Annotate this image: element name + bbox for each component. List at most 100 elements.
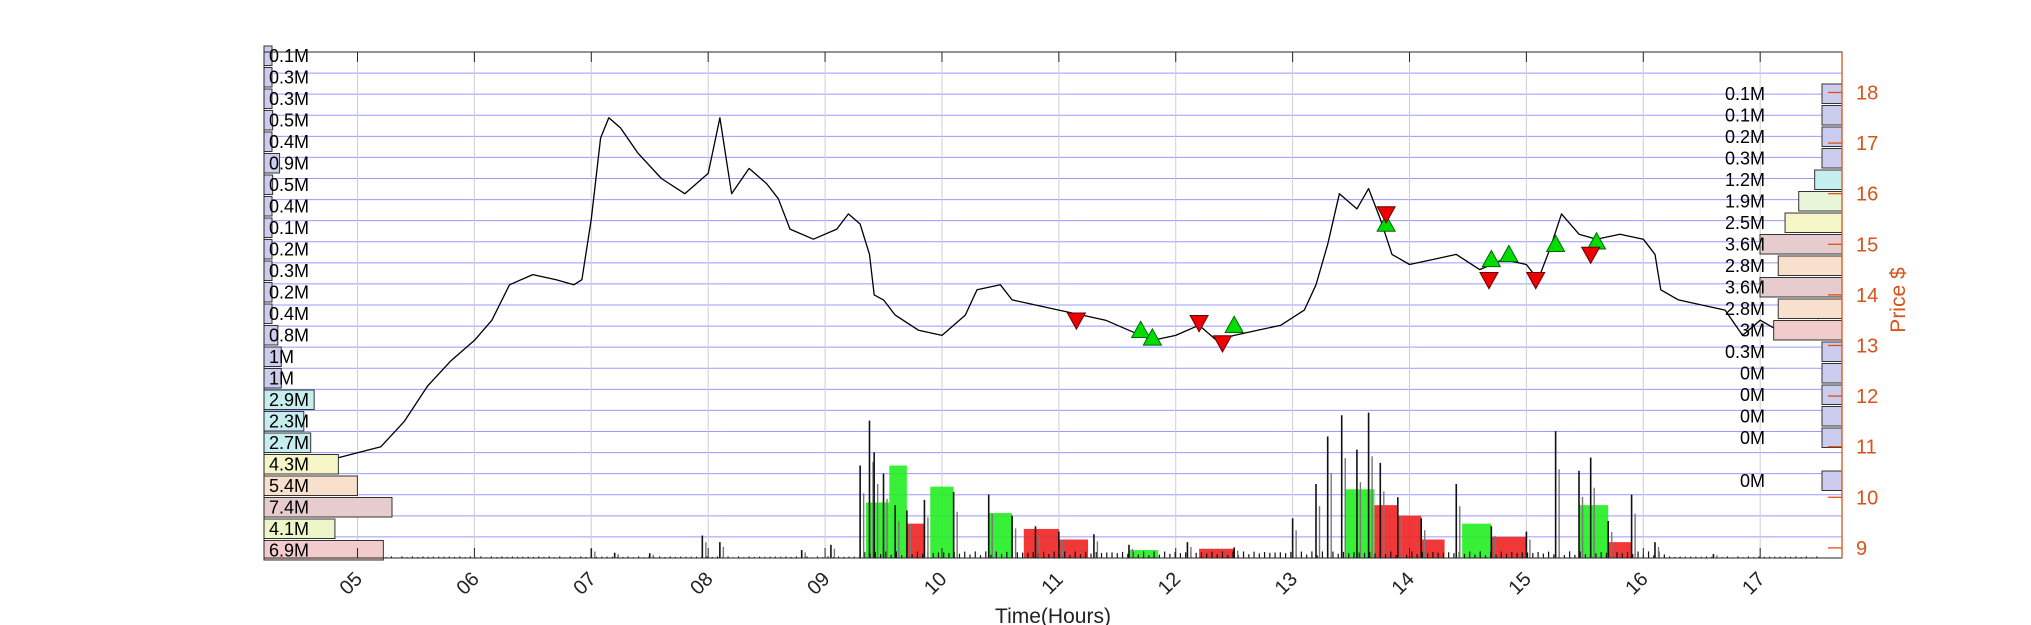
volume-block <box>1199 548 1235 558</box>
profile-label-left: 6.9M <box>269 541 309 561</box>
profile-label-right: 0M <box>1740 385 1765 405</box>
profile-label-right: 0M <box>1740 471 1765 491</box>
profile-bar-right <box>1821 148 1843 169</box>
volume-block <box>988 513 1013 558</box>
profile-label-right: 2.8M <box>1725 256 1765 276</box>
y-tick-label: 11 <box>1856 437 1877 459</box>
y-axis-label: Price $ <box>1887 267 1910 333</box>
trade-markers <box>1066 206 1607 353</box>
profile-label-right: 0.3M <box>1725 342 1765 362</box>
y-tick-label: 16 <box>1856 184 1878 206</box>
profile-label-right: 2.8M <box>1725 299 1765 319</box>
volume-block <box>930 486 954 558</box>
profile-label-right: 3M <box>1740 321 1765 341</box>
x-tick-label: 06 <box>453 568 484 599</box>
profile-label-right: 0.2M <box>1725 127 1765 147</box>
profile-label-left: 7.4M <box>269 498 309 518</box>
x-tick-label: 10 <box>920 568 951 599</box>
volume-bars <box>275 412 1818 558</box>
y-tick-label: 10 <box>1856 487 1878 509</box>
profile-label-left: 2.7M <box>269 433 309 453</box>
profile-bar-right <box>1798 191 1843 212</box>
x-tick-label: 14 <box>1388 568 1419 599</box>
volume-block <box>1397 515 1422 558</box>
buy-marker <box>1130 320 1151 338</box>
profile-bar-right <box>1821 363 1843 384</box>
profile-bar-right <box>1821 105 1843 126</box>
profile-bar-right <box>1784 212 1843 233</box>
profile-label-left: 4.3M <box>269 455 309 475</box>
profile-label-right: 1.2M <box>1725 170 1765 190</box>
profile-label-left: 0.1M <box>269 46 309 66</box>
x-tick-label: 08 <box>686 568 717 599</box>
x-tick-label: 09 <box>803 568 834 599</box>
x-tick-label: 16 <box>1621 568 1652 599</box>
profile-label-left: 0.5M <box>269 111 309 131</box>
profile-label-left: 1M <box>269 347 294 367</box>
buy-marker <box>1224 315 1245 333</box>
profile-label-left: 0.8M <box>269 326 309 346</box>
x-tick-label: 15 <box>1505 568 1536 599</box>
volume-block <box>1058 539 1089 558</box>
profile-bar-right <box>1821 83 1843 104</box>
volume-block <box>1491 536 1527 558</box>
profile-bar-right <box>1773 320 1843 341</box>
x-tick-label: 07 <box>569 568 600 599</box>
profile-bar-right <box>1777 298 1843 319</box>
x-tick-label: 17 <box>1738 568 1769 599</box>
profile-label-right: 1.9M <box>1725 192 1765 212</box>
profile-label-left: 0.3M <box>269 68 309 88</box>
volume-block <box>889 465 907 558</box>
y-tick-label: 13 <box>1856 335 1878 357</box>
buy-marker <box>1545 234 1566 252</box>
x-tick-label: 11 <box>1037 569 1067 599</box>
profile-label-left: 0.2M <box>269 240 309 260</box>
profile-label-right: 0M <box>1740 428 1765 448</box>
x-axis-label: Time(Hours) <box>995 605 1111 625</box>
y-tick-label: 9 <box>1856 538 1867 560</box>
profile-label-left: 1M <box>269 369 294 389</box>
y-tick-label: 14 <box>1856 285 1878 307</box>
volume-block <box>1374 505 1398 558</box>
y-tick-label: 15 <box>1856 234 1878 256</box>
profile-bar-right <box>1759 277 1843 298</box>
profile-label-left: 2.9M <box>269 390 309 410</box>
profile-label-left: 0.3M <box>269 261 309 281</box>
volume-profile: 0.1M0.3M0.3M0.5M0.4M0.9M0.5M0.4M0.1M0.2M… <box>263 45 1843 561</box>
profile-label-right: 0.1M <box>1725 106 1765 126</box>
profile-label-right: 3.6M <box>1725 235 1765 255</box>
y-tick-label: 17 <box>1856 133 1878 155</box>
profile-bar-right <box>1821 384 1843 405</box>
sell-marker <box>1376 206 1396 224</box>
x-tick-label: 12 <box>1154 568 1185 599</box>
volume-block <box>1608 542 1632 558</box>
profile-label-left: 0.4M <box>269 304 309 324</box>
profile-bar-right <box>1821 427 1843 448</box>
sell-marker <box>1066 312 1087 331</box>
profile-label-left: 0.5M <box>269 175 309 195</box>
x-tick-label: 05 <box>336 568 367 599</box>
profile-bar-right <box>1821 406 1843 427</box>
profile-bar-right <box>1777 255 1843 276</box>
profile-label-left: 5.4M <box>269 476 309 496</box>
profile-label-left: 4.1M <box>269 519 309 539</box>
profile-label-left: 0.1M <box>269 218 309 238</box>
price-line <box>322 117 1819 463</box>
y-tick-label: 12 <box>1856 386 1878 408</box>
profile-label-right: 0M <box>1740 407 1765 427</box>
volume-block <box>1462 523 1492 558</box>
profile-label-left: 2.3M <box>269 412 309 432</box>
profile-label-right: 0.1M <box>1725 84 1765 104</box>
volume-block <box>906 523 925 558</box>
profile-label-left: 0.4M <box>269 197 309 217</box>
sell-marker <box>1479 272 1499 290</box>
profile-label-right: 2.5M <box>1725 213 1765 233</box>
x-tick-label: 13 <box>1271 568 1302 599</box>
profile-bar-right <box>1814 169 1843 190</box>
buy-marker <box>1481 249 1502 268</box>
profile-label-right: 3.6M <box>1725 278 1765 298</box>
sell-marker <box>1580 246 1601 265</box>
profile-label-left: 0.3M <box>269 89 309 109</box>
profile-bar-right <box>1821 470 1843 491</box>
